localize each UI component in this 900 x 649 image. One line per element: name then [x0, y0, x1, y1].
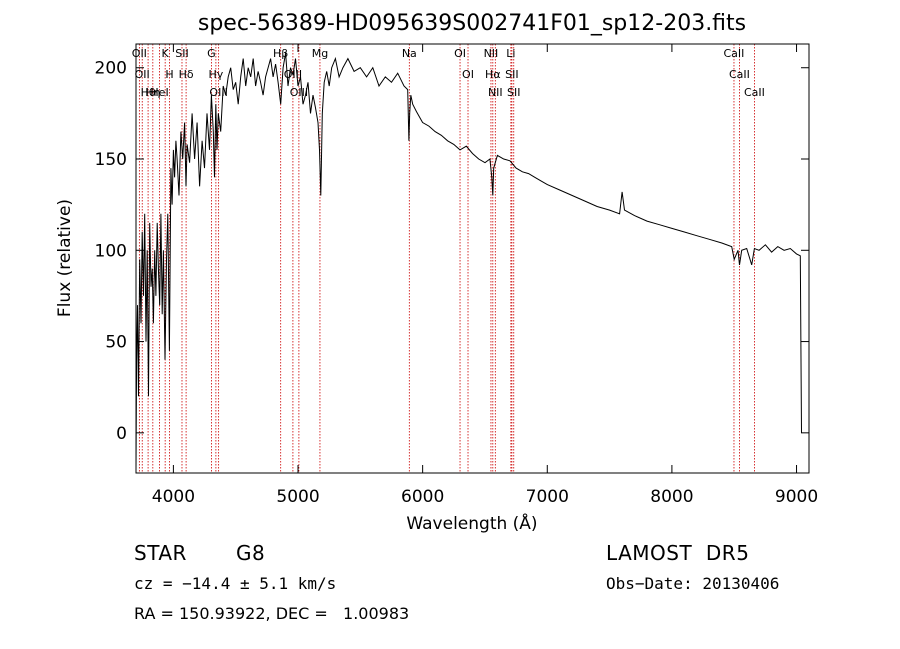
- x-tick-label: 8000: [650, 487, 693, 507]
- spectral-subclass: G8: [236, 541, 266, 565]
- line-marker-label: OII: [132, 47, 147, 60]
- line-marker-label: CaII: [729, 68, 750, 81]
- y-tick-label: 200: [95, 59, 127, 79]
- x-tick-label: 7000: [526, 487, 569, 507]
- line-marker-label: Li: [506, 47, 515, 60]
- y-tick-label: 50: [105, 333, 127, 353]
- line-marker-label: OI: [462, 68, 474, 81]
- line-marker-label: K: [162, 47, 170, 60]
- ra-dec-coords: RA = 150.93922, DEC = 1.00983: [134, 604, 410, 623]
- line-marker-label: OI: [454, 47, 466, 60]
- line-marker-label: Hη: [145, 86, 160, 99]
- object-class: STAR: [134, 541, 187, 565]
- line-marker-label: Hγ: [208, 68, 223, 81]
- plot-frame: [135, 43, 810, 474]
- chart-title: spec-56389-HD095639S002741F01_sp12-203.f…: [198, 11, 746, 36]
- line-marker-label: Mg: [312, 47, 328, 60]
- line-marker-label: Hδ: [179, 68, 194, 81]
- y-axis-label: Flux (relative): [55, 199, 75, 317]
- y-tick-label: 150: [95, 150, 127, 170]
- y-tick-label: 0: [116, 424, 127, 444]
- line-marker-label: H: [165, 68, 173, 81]
- y-axis-ticks: 0 50 100 150 200: [95, 59, 809, 444]
- line-marker-label: CaII: [744, 86, 765, 99]
- line-marker-label: NII: [484, 47, 499, 60]
- line-marker-label: OII: [135, 68, 150, 81]
- line-marker-label: SII: [507, 86, 520, 99]
- line-markers: [138, 44, 755, 473]
- line-marker-label: Hα: [485, 68, 501, 81]
- x-tick-label: 9000: [775, 487, 818, 507]
- spectrum-series: [135, 53, 802, 470]
- line-marker-label: Na: [402, 47, 417, 60]
- line-marker-label: CaII: [724, 47, 745, 60]
- x-tick-label: 5000: [276, 487, 319, 507]
- x-tick-label: 6000: [401, 487, 444, 507]
- line-marker-label: SII: [175, 47, 188, 60]
- y-tick-label: 100: [95, 241, 127, 261]
- line-marker-label: SII: [505, 68, 518, 81]
- x-tick-label: 4000: [152, 487, 195, 507]
- line-marker-label: G: [207, 47, 216, 60]
- line-marker-label: NII: [488, 86, 503, 99]
- line-marker-label: HeI: [150, 86, 168, 99]
- survey-name: LAMOST DR5: [606, 541, 750, 565]
- x-axis-label: Wavelength (Å): [406, 512, 537, 534]
- observation-date: Obs−Date: 20130406: [606, 574, 780, 593]
- line-marker-label: OIII: [290, 86, 308, 99]
- x-axis-ticks: 4000 5000 6000 7000 8000 9000: [152, 44, 818, 507]
- line-marker-label: Hθ: [141, 86, 156, 99]
- redshift-cz: cz = −14.4 ± 5.1 km/s: [134, 574, 337, 593]
